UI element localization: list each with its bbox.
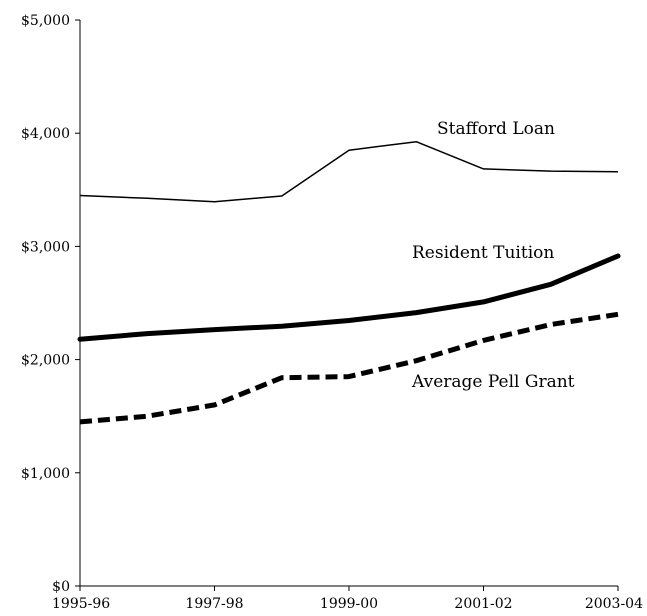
y-tick-label: $1,000 (21, 466, 70, 482)
stafford-loan-label: Stafford Loan (437, 119, 555, 139)
x-axis-ticks: 1995-96 1997-98 1999-00 2001-02 2003-04 (52, 586, 643, 612)
y-tick-label: $3,000 (21, 239, 70, 255)
x-tick-label: 1997-98 (185, 596, 243, 612)
stafford-series-line (79, 140, 619, 203)
series-lines (77, 140, 621, 425)
y-axis-ticks: $0 $1,000 $2,000 $3,000 $4,000 $5,000 (21, 13, 80, 595)
pell-series-line (79, 311, 619, 425)
y-tick-label: $2,000 (21, 353, 70, 369)
x-tick-label: 2001-02 (454, 596, 512, 612)
x-tick-label: 1999-00 (320, 596, 378, 612)
y-tick-label: $5,000 (21, 13, 70, 29)
y-tick-label: $4,000 (21, 126, 70, 142)
y-tick-label: $0 (52, 579, 70, 595)
tuition-series-line (77, 253, 621, 342)
x-tick-label: 2003-04 (585, 596, 643, 612)
average-pell-grant-label: Average Pell Grant (411, 372, 575, 392)
x-tick-label: 1995-96 (52, 596, 110, 612)
resident-tuition-label: Resident Tuition (412, 243, 554, 263)
